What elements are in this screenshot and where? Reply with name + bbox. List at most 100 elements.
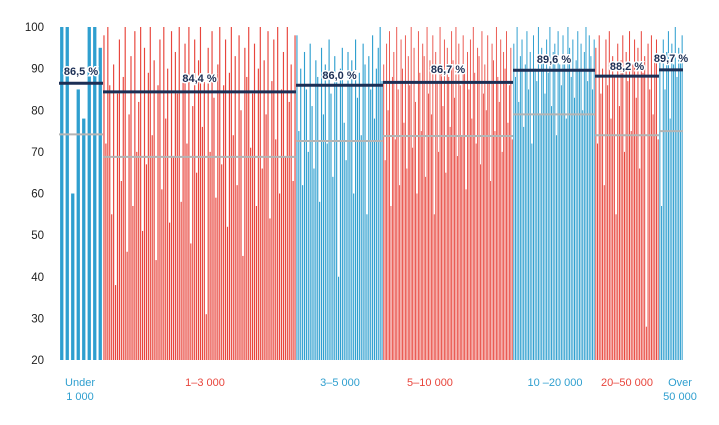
group-label-line: 5–10 000 bbox=[407, 377, 453, 389]
bar bbox=[436, 81, 438, 361]
bar bbox=[207, 47, 209, 361]
bar bbox=[234, 56, 236, 360]
bar bbox=[176, 93, 178, 360]
bar bbox=[647, 43, 649, 361]
bar bbox=[259, 27, 261, 360]
y-tick-label: 40 bbox=[31, 272, 44, 284]
bar bbox=[625, 51, 627, 360]
bar bbox=[583, 51, 585, 360]
bar bbox=[116, 93, 119, 360]
bar bbox=[542, 60, 544, 361]
bar bbox=[585, 27, 587, 360]
bar bbox=[288, 101, 290, 361]
bar bbox=[341, 47, 343, 361]
bar bbox=[547, 72, 549, 360]
bar bbox=[472, 27, 474, 360]
bar bbox=[387, 110, 389, 360]
bar bbox=[313, 168, 315, 360]
bar bbox=[339, 68, 342, 361]
bar bbox=[549, 27, 551, 360]
bar bbox=[381, 81, 383, 361]
bar bbox=[349, 85, 351, 360]
y-tick-label: 100 bbox=[25, 22, 44, 34]
bar bbox=[286, 27, 288, 360]
bar bbox=[396, 27, 398, 360]
group-labels: Under 1 000 1–3 000 3–5 000 5–10 000 10 –20 0… bbox=[65, 377, 697, 403]
bar bbox=[495, 27, 497, 360]
bar bbox=[634, 39, 636, 361]
bar bbox=[449, 126, 451, 361]
bar bbox=[511, 139, 513, 360]
bar bbox=[572, 39, 574, 361]
bar bbox=[461, 135, 463, 360]
group-label-line: 1 000 bbox=[66, 391, 94, 403]
bar bbox=[662, 39, 664, 361]
bar bbox=[459, 85, 461, 360]
bar bbox=[458, 43, 460, 361]
bar bbox=[514, 76, 516, 360]
bar bbox=[630, 131, 632, 360]
bar bbox=[533, 35, 534, 360]
bar bbox=[639, 168, 641, 360]
bar bbox=[143, 47, 146, 361]
group-label-line: 50 000 bbox=[663, 391, 697, 403]
bar bbox=[435, 51, 437, 360]
bar bbox=[438, 151, 440, 361]
bar bbox=[607, 85, 609, 360]
bar bbox=[219, 27, 221, 360]
bar bbox=[555, 135, 557, 360]
bar bbox=[226, 226, 229, 360]
bar bbox=[217, 64, 219, 361]
bar bbox=[253, 43, 256, 361]
bar bbox=[602, 68, 604, 361]
y-tick-label: 50 bbox=[31, 230, 44, 242]
bar bbox=[541, 47, 543, 361]
bar bbox=[248, 27, 250, 360]
bar bbox=[508, 85, 510, 360]
bar bbox=[582, 110, 584, 360]
bar bbox=[375, 68, 377, 361]
bar bbox=[138, 101, 140, 361]
group-label: 1–3 000 bbox=[185, 377, 225, 389]
bar bbox=[209, 151, 211, 361]
y-tick-label: 90 bbox=[31, 64, 44, 76]
bar bbox=[391, 76, 393, 360]
bar bbox=[347, 51, 349, 360]
bar bbox=[676, 76, 678, 360]
bar bbox=[523, 126, 525, 361]
bar bbox=[334, 56, 336, 360]
bar bbox=[406, 168, 408, 360]
bar bbox=[574, 97, 575, 360]
bar bbox=[136, 151, 138, 361]
bar bbox=[307, 151, 309, 361]
bar bbox=[384, 160, 386, 360]
bar bbox=[667, 31, 669, 360]
bar bbox=[165, 118, 167, 360]
bar bbox=[539, 114, 541, 360]
bar bbox=[410, 27, 412, 360]
bar bbox=[664, 89, 666, 360]
bar bbox=[224, 39, 227, 361]
bar bbox=[87, 27, 91, 360]
bar bbox=[194, 39, 196, 361]
bar bbox=[487, 35, 489, 360]
bar bbox=[228, 72, 230, 360]
bar bbox=[413, 47, 415, 361]
bar bbox=[661, 205, 663, 360]
bar bbox=[145, 164, 148, 360]
bar bbox=[484, 64, 486, 361]
bar bbox=[417, 31, 419, 360]
bar bbox=[373, 118, 376, 360]
bar bbox=[284, 156, 286, 360]
bar bbox=[351, 60, 353, 361]
bar bbox=[469, 39, 471, 361]
bar bbox=[328, 39, 330, 361]
bar bbox=[598, 35, 600, 360]
bar bbox=[303, 51, 306, 360]
bar bbox=[211, 31, 213, 360]
bar bbox=[649, 89, 651, 360]
bar bbox=[488, 81, 490, 361]
bar bbox=[242, 255, 244, 360]
bar bbox=[531, 143, 533, 360]
bar bbox=[510, 47, 512, 361]
